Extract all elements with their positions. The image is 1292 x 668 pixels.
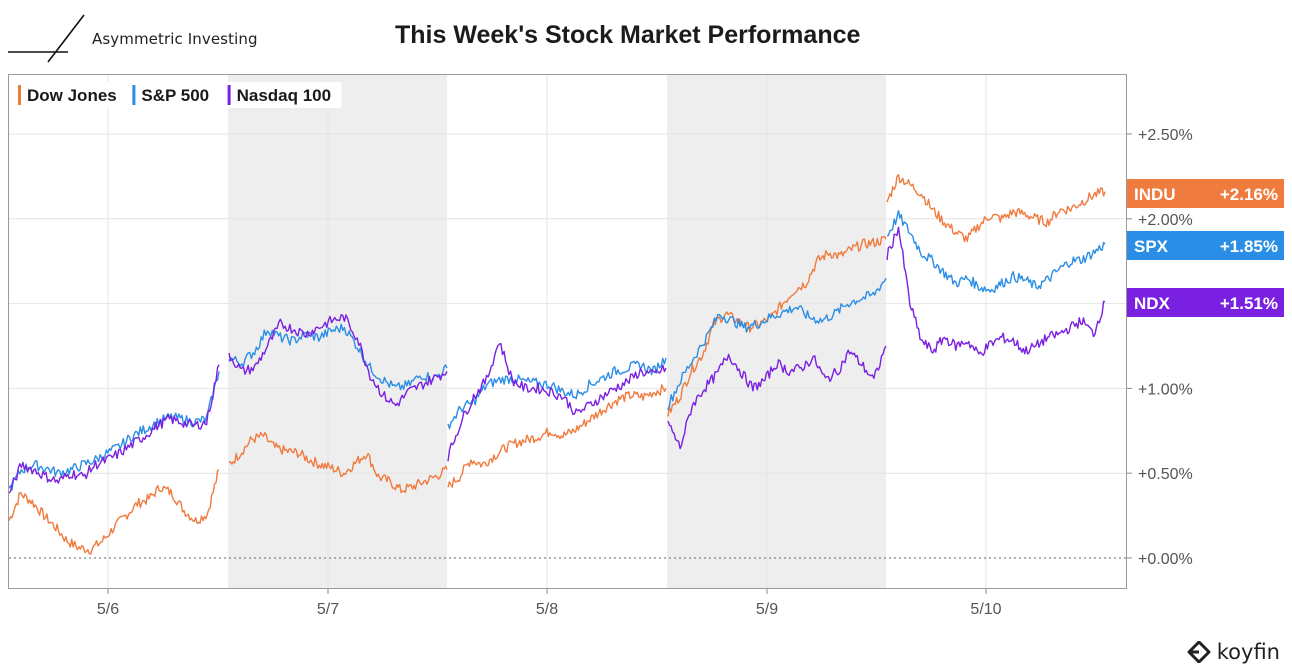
koyfin-logo-icon [1187,641,1211,663]
asymmetric-investing-logo-icon [8,14,85,63]
chart-title: This Week's Stock Market Performance [395,21,861,49]
shaded-band-5-7 [228,75,447,588]
end-label-box [1127,179,1284,208]
series-line-ndx-day1 [8,364,220,494]
end-label-box [1127,231,1284,260]
legend-swatch [227,85,231,105]
series-line-indu-day2 [228,431,448,494]
y-tick-label: +2.00% [1138,212,1193,229]
series-line-indu-day5 [886,173,1106,243]
brand-name: Asymmetric Investing [92,30,258,48]
shaded-band-5-9 [667,75,886,588]
end-label-ticker: SPX [1134,237,1169,256]
series-line-indu-day3 [447,384,667,488]
plot-frame [8,74,1127,589]
end-label-ndx: NDX +1.51% [1127,288,1284,317]
y-tick-label: +1.00% [1138,381,1193,398]
legend-box [128,82,218,108]
legend-swatch [132,85,136,105]
x-tick-label: 5/8 [536,601,558,618]
series-line-spx-day1 [8,371,220,491]
series-line-indu-day1 [8,469,220,555]
legend-label: Nasdaq 100 [237,86,332,105]
x-tick-label: 5/7 [317,601,339,618]
series-line-indu-day4 [667,235,887,417]
x-tick-label: 5/6 [97,601,119,618]
legend-box [223,82,342,108]
legend-swatch [18,85,21,105]
legend-item-ndx: Nasdaq 100 [223,82,342,108]
x-tick-label: 5/10 [970,601,1001,618]
series-line-spx-day5 [886,209,1106,294]
series-line-ndx-day5 [886,226,1106,356]
end-label-ticker: INDU [1134,185,1176,204]
legend-label: S&P 500 [141,86,209,105]
y-tick-label: +0.50% [1138,466,1193,483]
series-line-ndx-day2 [228,314,448,407]
end-label-box [1127,288,1284,317]
legend-box [14,82,123,108]
end-label-value: +2.16% [1220,185,1278,204]
x-tick-label: 5/9 [756,601,778,618]
koyfin-brand: koyfin [1186,640,1280,664]
series-line-spx-day2 [228,323,448,391]
end-label-value: +1.85% [1220,237,1278,256]
legend-item-spx: S&P 500 [128,82,218,108]
end-label-value: +1.51% [1220,294,1278,313]
end-label-ticker: NDX [1134,294,1171,313]
series-line-ndx-day3 [447,342,667,462]
end-label-indu: INDU +2.16% [1127,179,1284,208]
series-line-spx-day4 [667,277,887,411]
series-line-spx-day3 [447,357,667,430]
series-line-ndx-day4 [667,345,887,450]
end-label-spx: SPX +1.85% [1127,231,1284,260]
y-tick-label: +0.00% [1138,551,1193,568]
y-tick-label: +2.50% [1138,127,1193,144]
legend-label: Dow Jones [27,86,117,105]
koyfin-wordmark: koyfin [1216,640,1280,664]
legend-item-indu: Dow Jones [14,82,123,108]
